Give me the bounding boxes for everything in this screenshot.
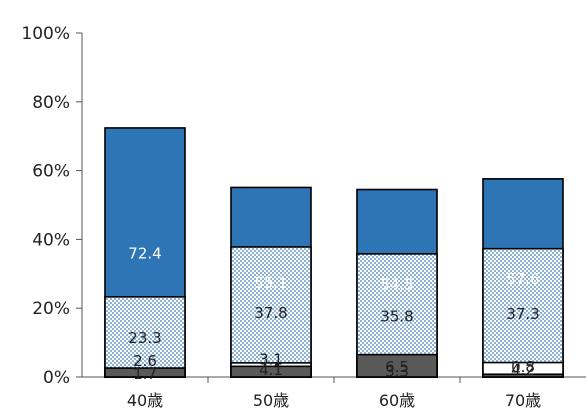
data-label: 72.4 (128, 244, 161, 262)
data-label: 35.8 (380, 307, 413, 325)
y-tick-label: 100% (21, 24, 70, 44)
bar-segment (230, 246, 312, 378)
data-label: 0.8 (511, 358, 535, 376)
data-label: 4.1 (259, 361, 283, 379)
x-tick-label: 70歳 (505, 391, 541, 410)
data-label: 1.7 (133, 365, 157, 383)
data-label: 3.3 (385, 362, 409, 380)
y-tick-label: 80% (32, 93, 70, 113)
data-label: 37.8 (254, 304, 287, 322)
bar-segment (104, 367, 186, 378)
y-tick-label: 40% (32, 230, 70, 250)
bar-segment (104, 296, 186, 378)
data-label: 3.1 (259, 350, 283, 368)
data-label: 2.6 (133, 352, 157, 370)
data-label: 57.6 (506, 270, 539, 288)
data-label: 55.1 (254, 274, 287, 292)
bar-segment (356, 353, 438, 378)
data-label: 23.3 (128, 329, 161, 347)
y-tick-label: 60% (32, 162, 70, 182)
bar-segment (482, 373, 564, 378)
bar-segment (482, 247, 564, 378)
y-tick-label: 20% (32, 299, 70, 319)
x-tick-label: 40歳 (127, 391, 163, 410)
x-tick-label: 50歳 (253, 391, 289, 410)
data-label: 54.5 (380, 275, 413, 293)
x-tick-label: 60歳 (379, 391, 415, 410)
data-label: 37.3 (506, 305, 539, 323)
bar-segment (230, 365, 312, 378)
y-tick-label: 0% (43, 368, 70, 388)
data-label: 6.5 (385, 358, 409, 376)
data-label: 4.2 (511, 361, 535, 379)
